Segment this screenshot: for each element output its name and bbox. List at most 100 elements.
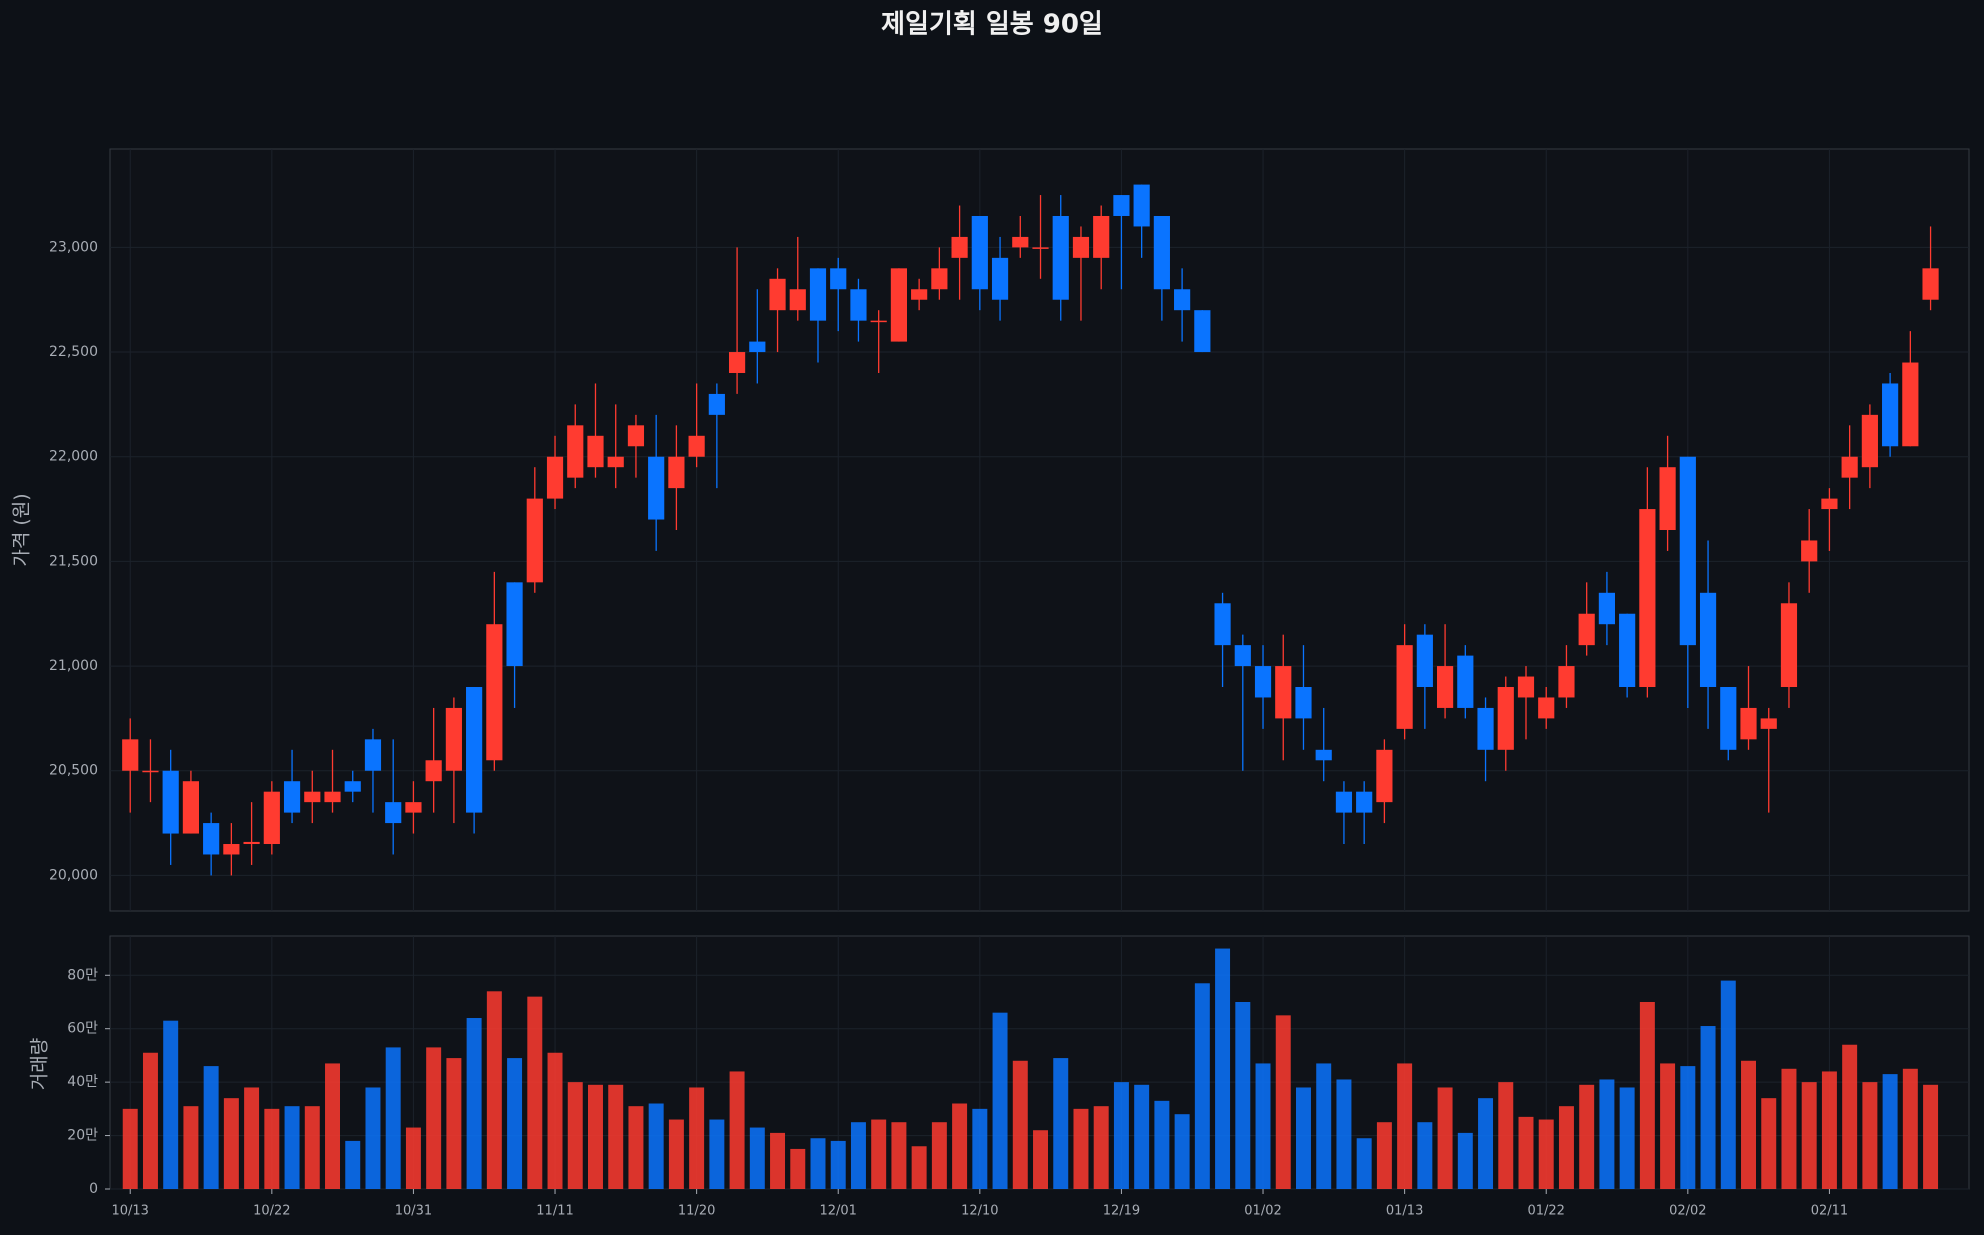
volume-bar: [628, 1106, 644, 1189]
volume-bar: [284, 1106, 300, 1189]
x-tick-label: 12/19: [1103, 1204, 1140, 1219]
volume-bar: [729, 1071, 745, 1189]
volume-bar: [223, 1098, 239, 1189]
volume-bar: [1599, 1079, 1615, 1189]
candle-body: [1861, 414, 1878, 468]
volume-bar: [1498, 1082, 1514, 1189]
candle-body: [1558, 666, 1575, 698]
candle-body: [728, 352, 746, 373]
candle-body: [1113, 195, 1130, 216]
candle-body: [1356, 791, 1373, 813]
price-panel: [109, 148, 1970, 912]
candle-body: [1396, 645, 1413, 729]
volume-bar: [142, 1052, 158, 1189]
volume-bar: [1437, 1087, 1453, 1189]
candle-body: [1538, 697, 1555, 719]
candle-body: [1315, 749, 1332, 761]
volume-bar: [1639, 1001, 1655, 1189]
volume-bar: [1781, 1068, 1797, 1189]
volume-bar: [1538, 1119, 1554, 1189]
y-tick-label: 20,500: [49, 763, 98, 779]
candle-body: [1457, 655, 1474, 708]
volume-bar: [486, 991, 502, 1189]
x-tick-label: 11/11: [536, 1204, 573, 1219]
volume-bar: [1741, 1060, 1756, 1189]
candle-body: [971, 215, 988, 290]
volume-bar: [608, 1084, 624, 1189]
volume-bar: [1053, 1058, 1069, 1189]
x-tick-label: 10/13: [111, 1204, 148, 1219]
candle-body: [1335, 791, 1353, 813]
volume-bar: [1316, 1063, 1332, 1189]
volume-bar: [1923, 1084, 1939, 1189]
volume-bar: [446, 1058, 462, 1189]
volume-bar: [1761, 1098, 1777, 1189]
candle-body: [445, 707, 462, 771]
y2-tick-label: 60만: [67, 1021, 98, 1037]
volume-bar: [891, 1122, 907, 1189]
volume-bar: [122, 1108, 138, 1189]
candle-body: [1922, 268, 1939, 300]
volume-bar: [1518, 1116, 1534, 1189]
volume-bar: [1457, 1132, 1473, 1189]
candle-body: [668, 456, 685, 489]
candle-body: [466, 687, 483, 813]
candle-body: [1477, 707, 1494, 750]
y2-axis-title: 거래량: [29, 1038, 51, 1090]
candle-body: [830, 268, 847, 290]
y-tick-label: 21,500: [49, 553, 98, 569]
y2-tick-label: 80만: [67, 967, 98, 983]
volume-bar: [1033, 1130, 1048, 1189]
volume-bar: [911, 1146, 927, 1189]
candle-body: [749, 341, 766, 353]
volume-bar: [1376, 1122, 1392, 1189]
candle-body: [283, 781, 301, 813]
candle-body: [1093, 215, 1110, 258]
candle-body: [708, 393, 725, 415]
volume-bar: [1680, 1066, 1696, 1189]
x-tick-label: 02/11: [1811, 1204, 1848, 1219]
volume-bar: [1356, 1138, 1372, 1189]
candle-body: [1760, 718, 1777, 729]
candle-body: [1679, 456, 1696, 646]
volume-bar: [1801, 1082, 1817, 1189]
candle-body: [1517, 676, 1535, 698]
y2-tick-label: 40만: [67, 1074, 98, 1090]
y-tick-label: 20,000: [49, 867, 98, 883]
candle-body: [1295, 687, 1312, 719]
volume-bar: [790, 1148, 806, 1189]
volume-bar: [466, 1018, 482, 1189]
candle-body: [1214, 603, 1231, 646]
candle-body: [162, 770, 179, 834]
volume-bar: [1579, 1084, 1595, 1189]
volume-bar: [850, 1122, 866, 1189]
candle-body: [1254, 666, 1272, 698]
candle-body: [1659, 467, 1676, 530]
y-tick-label: 23,000: [49, 239, 98, 255]
candle-body: [911, 289, 928, 300]
y-axis-title: 가격 (원): [11, 493, 33, 566]
volume-bar: [345, 1140, 361, 1189]
x-tick-label: 01/22: [1527, 1204, 1564, 1219]
candle-body: [870, 320, 887, 323]
volume-bar: [304, 1106, 320, 1189]
candle-body: [344, 781, 361, 792]
volume-bar: [749, 1127, 765, 1189]
candle-body: [263, 791, 280, 845]
volume-bar: [668, 1119, 684, 1189]
candle-body: [1720, 687, 1737, 750]
volume-bar: [385, 1047, 401, 1189]
candle-body: [324, 791, 341, 803]
volume-bar: [1882, 1074, 1898, 1189]
candle-body: [1801, 540, 1818, 562]
volume-bar: [1275, 1015, 1291, 1189]
x-tick-label: 10/31: [395, 1204, 432, 1219]
candle-body: [182, 781, 200, 834]
candle-body: [405, 802, 422, 813]
candle-body: [1740, 707, 1757, 740]
x-tick-label: 11/20: [678, 1204, 715, 1219]
y-tick-label: 22,500: [49, 344, 98, 360]
volume-bar: [992, 1012, 1008, 1189]
volume-bar: [1134, 1084, 1150, 1189]
